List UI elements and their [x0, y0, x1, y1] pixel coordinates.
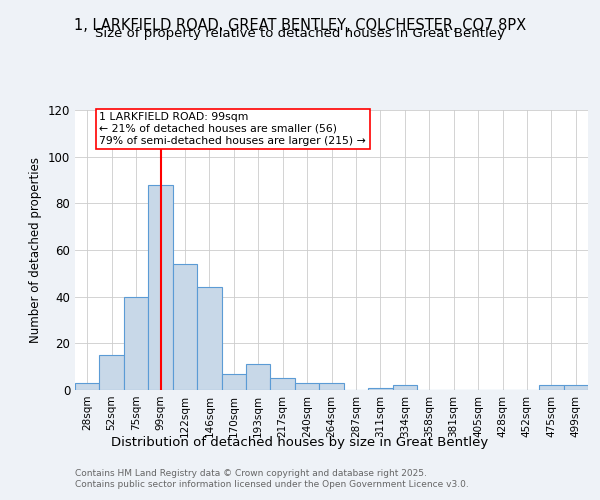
Y-axis label: Number of detached properties: Number of detached properties: [29, 157, 42, 343]
Bar: [368, 388, 392, 390]
Bar: [539, 386, 563, 390]
Bar: [75, 383, 100, 390]
Bar: [173, 264, 197, 390]
Bar: [392, 386, 417, 390]
Text: 1 LARKFIELD ROAD: 99sqm
← 21% of detached houses are smaller (56)
79% of semi-de: 1 LARKFIELD ROAD: 99sqm ← 21% of detache…: [100, 112, 366, 146]
Text: Distribution of detached houses by size in Great Bentley: Distribution of detached houses by size …: [112, 436, 488, 449]
Bar: [100, 355, 124, 390]
Text: Contains HM Land Registry data © Crown copyright and database right 2025.: Contains HM Land Registry data © Crown c…: [75, 468, 427, 477]
Bar: [197, 288, 221, 390]
Bar: [563, 386, 588, 390]
Text: 1, LARKFIELD ROAD, GREAT BENTLEY, COLCHESTER, CO7 8PX: 1, LARKFIELD ROAD, GREAT BENTLEY, COLCHE…: [74, 18, 526, 32]
Bar: [271, 378, 295, 390]
Bar: [246, 364, 271, 390]
Bar: [124, 296, 148, 390]
Bar: [319, 383, 344, 390]
Text: Contains public sector information licensed under the Open Government Licence v3: Contains public sector information licen…: [75, 480, 469, 489]
Bar: [295, 383, 319, 390]
Bar: [221, 374, 246, 390]
Text: Size of property relative to detached houses in Great Bentley: Size of property relative to detached ho…: [95, 28, 505, 40]
Bar: [148, 184, 173, 390]
